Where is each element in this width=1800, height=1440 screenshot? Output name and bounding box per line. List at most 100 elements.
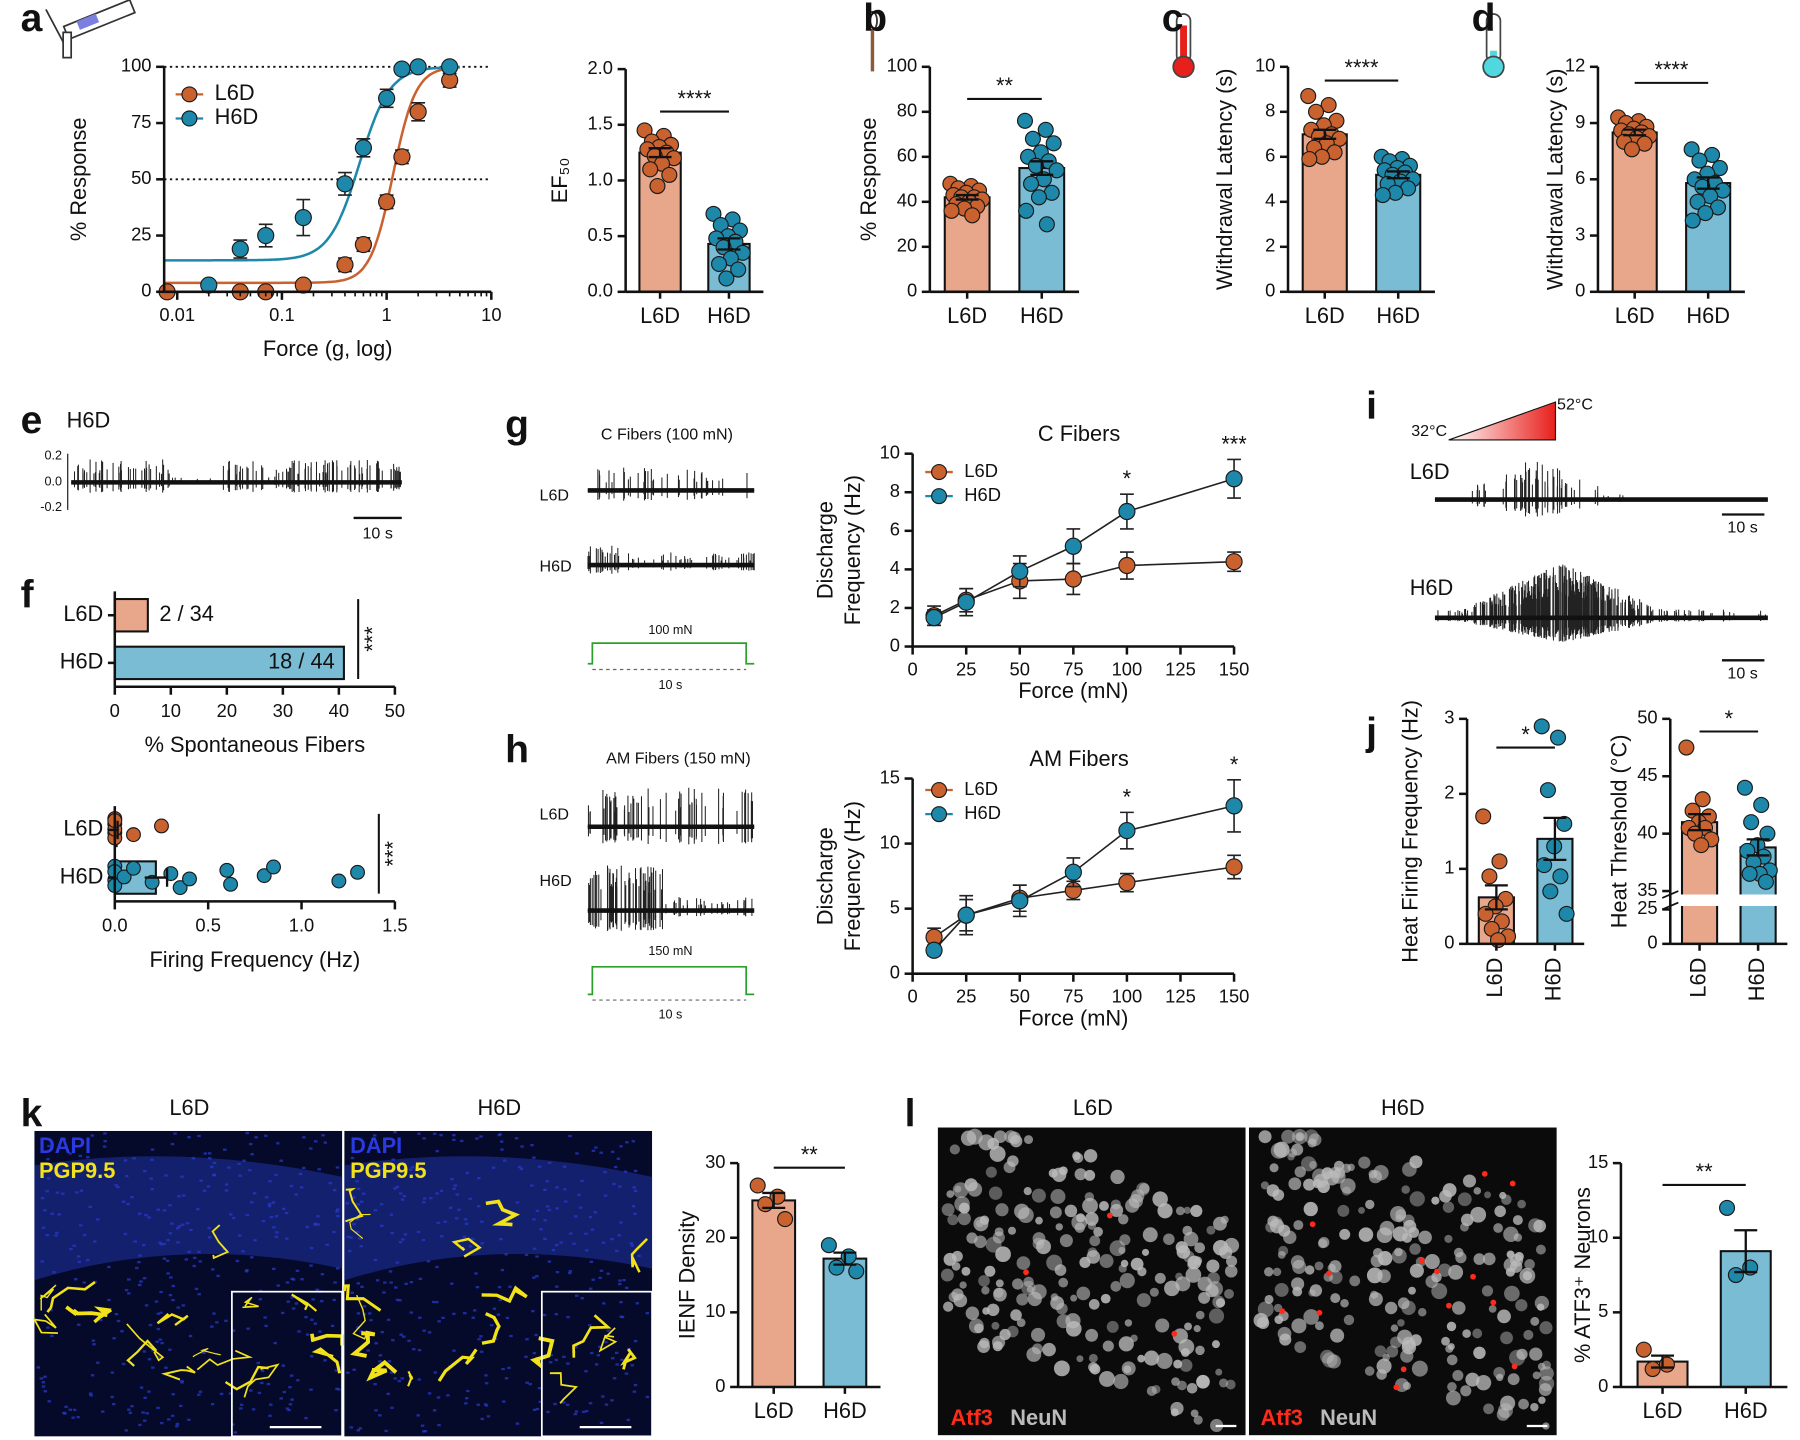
- nucleus: [500, 1148, 504, 1151]
- neuron: [1538, 1396, 1546, 1404]
- epidermis: [344, 1156, 653, 1281]
- nucleus: [239, 1403, 244, 1406]
- neuron: [1293, 1220, 1304, 1231]
- nucleus: [40, 1197, 45, 1200]
- trace: [587, 545, 755, 574]
- y-tick-label: 10: [1255, 55, 1275, 76]
- nucleus: [477, 1176, 481, 1180]
- neuron: [1058, 1277, 1069, 1288]
- nucleus: [386, 1318, 391, 1321]
- nucleus: [534, 1333, 538, 1337]
- x-tick-label: 75: [1063, 986, 1083, 1007]
- scale-label: 10 s: [1727, 519, 1757, 537]
- nucleus: [116, 1185, 120, 1189]
- nucleus: [604, 1341, 608, 1344]
- neuron: [1109, 1240, 1126, 1257]
- nucleus: [252, 1192, 257, 1195]
- nerve-fiber: [407, 1370, 414, 1387]
- nucleus: [167, 1418, 171, 1421]
- data-point: [943, 202, 960, 219]
- neuron: [1330, 1293, 1341, 1304]
- nucleus: [393, 1187, 397, 1190]
- nucleus: [112, 1337, 116, 1340]
- y-axis-label: Frequency (Hz): [840, 801, 865, 951]
- nucleus: [350, 1291, 354, 1294]
- nerve-fiber: [549, 1372, 579, 1404]
- nucleus: [554, 1358, 559, 1362]
- nucleus: [45, 1190, 49, 1193]
- data-point: [715, 239, 732, 256]
- nucleus: [375, 1279, 380, 1282]
- data-point: [231, 240, 249, 258]
- data-point: [649, 177, 666, 195]
- nucleus: [614, 1165, 618, 1169]
- data-point: [441, 58, 459, 76]
- neuron: [1288, 1148, 1298, 1158]
- nucleus: [355, 1230, 360, 1233]
- neuron: [1179, 1358, 1193, 1372]
- nucleus: [328, 1182, 333, 1185]
- nucleus: [417, 1348, 422, 1352]
- nucleus: [594, 1363, 599, 1366]
- nucleus: [584, 1249, 589, 1252]
- nucleus: [276, 1284, 280, 1287]
- neuron: [1301, 1156, 1317, 1172]
- heat-ramp: [1448, 401, 1557, 441]
- neuron: [1139, 1183, 1150, 1194]
- y-axis-label: EF₅₀: [547, 158, 572, 204]
- nucleus: [431, 1300, 436, 1304]
- nucleus: [231, 1329, 236, 1332]
- data-point: [1684, 212, 1701, 229]
- nucleus: [333, 1281, 337, 1284]
- neuron: [1312, 1168, 1327, 1184]
- data-point: [1320, 97, 1337, 114]
- nucleus: [334, 1409, 338, 1412]
- brush-icon: [866, 10, 878, 72]
- nucleus: [378, 1360, 382, 1363]
- neuron: [1049, 1206, 1062, 1219]
- nucleus: [316, 1215, 320, 1218]
- neuron: [1207, 1281, 1223, 1297]
- neuron: [1258, 1130, 1272, 1144]
- nucleus: [291, 1278, 296, 1281]
- nucleus: [400, 1198, 405, 1201]
- nucleus: [46, 1177, 51, 1180]
- x-tick-label: 0.5: [195, 914, 221, 935]
- nucleus: [624, 1372, 629, 1375]
- nerve-fiber: [481, 1285, 528, 1304]
- data-point: [336, 175, 354, 193]
- nucleus: [110, 1371, 115, 1374]
- nucleus: [588, 1215, 593, 1219]
- x-tick-label: H6D: [1020, 303, 1064, 328]
- nucleus: [457, 1208, 461, 1211]
- neuron: [1023, 1276, 1034, 1288]
- nucleus: [285, 1237, 289, 1240]
- nucleus: [77, 1260, 82, 1264]
- x-tick-label: 0: [908, 986, 918, 1007]
- nucleus: [618, 1279, 622, 1282]
- neuron: [1303, 1201, 1318, 1217]
- nucleus: [476, 1205, 481, 1208]
- nucleus: [285, 1281, 290, 1284]
- neuron: [1409, 1191, 1425, 1207]
- data-point: [1118, 556, 1136, 575]
- neuron: [1528, 1218, 1543, 1233]
- nucleus: [366, 1349, 370, 1352]
- nucleus: [601, 1395, 605, 1398]
- nucleus: [95, 1218, 100, 1221]
- neuron: [961, 1266, 971, 1276]
- nucleus: [562, 1401, 566, 1404]
- nucleus: [251, 1408, 256, 1411]
- neuron: [1460, 1385, 1472, 1397]
- nucleus: [202, 1351, 206, 1354]
- nucleus: [360, 1285, 364, 1288]
- neuron: [1206, 1259, 1220, 1273]
- neuron: [1504, 1285, 1520, 1302]
- data-point: [1064, 570, 1082, 588]
- neuron: [995, 1279, 1004, 1288]
- y-tick-label: 50: [131, 167, 151, 188]
- data-point: [1481, 868, 1498, 885]
- neuron: [1291, 1277, 1305, 1291]
- data-point: [1011, 562, 1029, 580]
- nucleus: [92, 1174, 96, 1177]
